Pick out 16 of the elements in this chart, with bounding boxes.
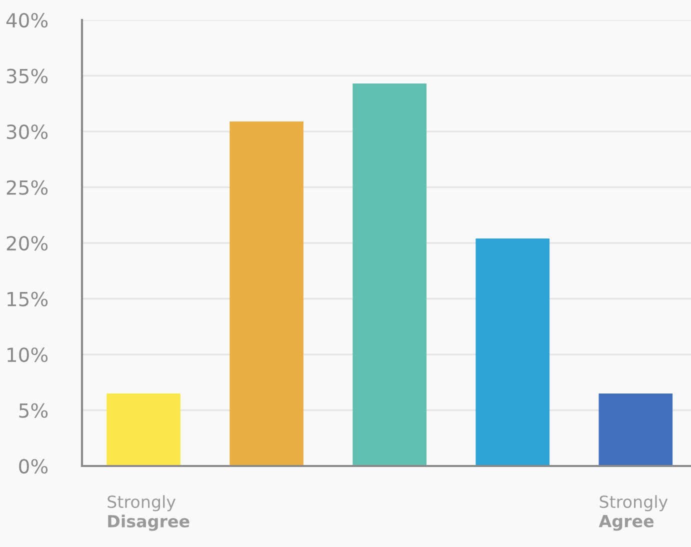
x-tick-label: Strongly Agree <box>598 495 668 531</box>
bar <box>476 238 550 466</box>
y-tick-label: 0% <box>19 458 48 474</box>
y-tick-label: 35% <box>6 68 48 84</box>
y-tick-label: 10% <box>8 347 48 362</box>
bar <box>230 121 304 466</box>
y-tick-label: 25% <box>6 180 48 195</box>
y-tick-label: 5% <box>19 403 48 418</box>
bar <box>352 84 426 466</box>
y-tick-label: 40% <box>6 12 48 28</box>
bar <box>598 394 673 466</box>
y-tick-label: 30% <box>6 124 48 140</box>
bar <box>106 394 180 466</box>
y-tick-label: 20% <box>6 236 48 251</box>
y-tick-label: 15% <box>8 292 48 306</box>
x-tick-label: Strongly Disagree <box>108 495 190 531</box>
